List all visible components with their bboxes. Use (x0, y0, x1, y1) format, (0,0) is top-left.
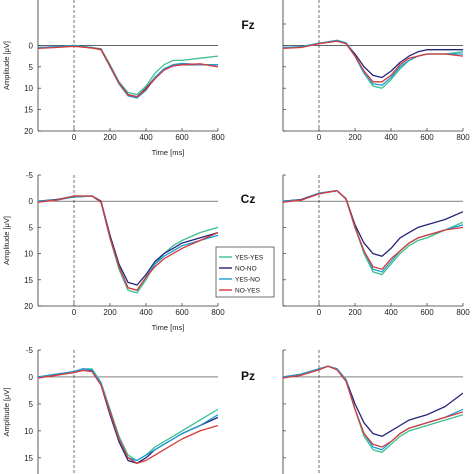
x-tick-label-fz-left: 400 (139, 133, 153, 142)
legend-box (215, 246, 275, 298)
x-tick-label-fz-right: 0 (317, 133, 322, 142)
y-tick-label-pz-left: 0 (29, 373, 34, 382)
y-tick-label-fz-left: 5 (29, 63, 34, 72)
series-line-no-yes-pz-right (283, 365, 463, 448)
electrode-label-cz: Cz (241, 192, 256, 206)
x-tick-label-cz-right: 0 (317, 308, 322, 317)
y-tick-label-pz-left: -5 (26, 346, 34, 355)
panel-cz-right: 0 200 400 600 800 (282, 174, 470, 317)
series-line-no-no-pz-left (38, 368, 218, 464)
series-line-no-yes-cz-left (38, 195, 218, 291)
series-line-no-no-fz-left (38, 45, 218, 98)
legend-label-yes-no: YES-NO (235, 277, 260, 284)
y-tick-label-cz-left: 0 (29, 197, 34, 206)
series-line-no-yes-cz-right (283, 190, 463, 270)
x-tick-label-cz-left: 0 (72, 308, 77, 317)
series-line-yes-yes-pz-right (283, 365, 463, 454)
series-line-yes-yes-pz-left (38, 368, 218, 462)
x-tick-label-cz-left: 800 (211, 308, 225, 317)
panel-pz-right (282, 349, 463, 474)
x-tick-label-fz-left: 800 (211, 133, 225, 142)
series-line-yes-no-fz-left (38, 44, 218, 99)
x-tick-label-fz-right: 200 (348, 133, 362, 142)
x-tick-label-fz-left: 200 (103, 133, 117, 142)
legend-label-no-yes: NO-YES (235, 288, 261, 295)
series-line-no-no-cz-left (38, 195, 218, 286)
y-tick-label-cz-left: 20 (24, 302, 33, 311)
y-tick-label-pz-left: 15 (24, 454, 33, 463)
x-tick-label-fz-right: 800 (456, 133, 470, 142)
series-group-pz-left (38, 368, 218, 464)
series-line-no-no-cz-right (283, 190, 463, 257)
y-tick-label-fz-left: 15 (24, 106, 33, 115)
series-group-fz-left (38, 44, 218, 99)
series-line-no-no-fz-right (283, 40, 463, 79)
x-tick-label-fz-left: 600 (175, 133, 189, 142)
panel-fz-right: 0 200 400 600 800 (282, 0, 470, 142)
y-tick-label-cz-left: 10 (24, 250, 33, 259)
y-tick-label-fz-left: 0 (29, 41, 34, 50)
x-tick-label-cz-right: 200 (348, 308, 362, 317)
x-tick-label-cz-right: 600 (420, 308, 434, 317)
x-tick-label-cz-right: 800 (456, 308, 470, 317)
series-line-no-yes-pz-left (38, 369, 218, 464)
series-group-pz-right (283, 365, 463, 454)
legend-label-no-no: NO-NO (235, 266, 257, 273)
y-tick-label-cz-left: 15 (24, 276, 33, 285)
y-tick-label-cz-left: 5 (29, 223, 34, 232)
series-line-no-yes-fz-right (283, 40, 463, 83)
series-group-cz-right (283, 190, 463, 276)
panel-pz-left: -5 0 5 10 15 Amplitude [μV] (2, 346, 218, 474)
y-tick-label-pz-left: 5 (29, 400, 34, 409)
electrode-label-pz: Pz (241, 369, 255, 383)
y-axis-label-cz-left: Amplitude [μV] (2, 216, 11, 265)
series-line-yes-no-pz-left (38, 368, 218, 462)
x-tick-label-cz-left: 400 (139, 308, 153, 317)
y-tick-label-fz-left: 20 (24, 127, 33, 136)
y-tick-label-pz-left: 10 (24, 427, 33, 436)
x-tick-label-cz-left: 200 (103, 308, 117, 317)
series-line-yes-yes-fz-left (38, 44, 218, 96)
x-tick-label-fz-right: 600 (420, 133, 434, 142)
x-tick-label-fz-right: 400 (384, 133, 398, 142)
legend-label-yes-yes: YES-YES (235, 255, 264, 262)
y-axis-label-pz-left: Amplitude [μV] (2, 388, 11, 437)
legend: YES-YES NO-NO YES-NO NO-YES (215, 246, 275, 298)
series-line-no-yes-fz-left (38, 45, 218, 98)
y-tick-label-cz-left: -5 (26, 171, 34, 180)
series-line-yes-no-pz-right (283, 365, 463, 451)
y-axis-label-fz-left: Amplitude [μV] (2, 41, 11, 90)
x-tick-label-fz-left: 0 (72, 133, 77, 142)
x-axis-label-cz-left: Time [ms] (152, 323, 185, 332)
electrode-label-fz: Fz (241, 18, 254, 32)
y-tick-label-fz-left: 10 (24, 84, 33, 93)
series-line-yes-no-fz-right (283, 39, 463, 86)
series-line-yes-no-cz-right (283, 190, 463, 273)
x-tick-label-cz-left: 600 (175, 308, 189, 317)
series-group-fz-right (283, 39, 463, 89)
series-group-cz-left (38, 195, 218, 294)
series-line-yes-no-cz-left (38, 195, 218, 291)
x-axis-label-fz-left: Time [ms] (152, 148, 185, 157)
x-tick-label-cz-right: 400 (384, 308, 398, 317)
